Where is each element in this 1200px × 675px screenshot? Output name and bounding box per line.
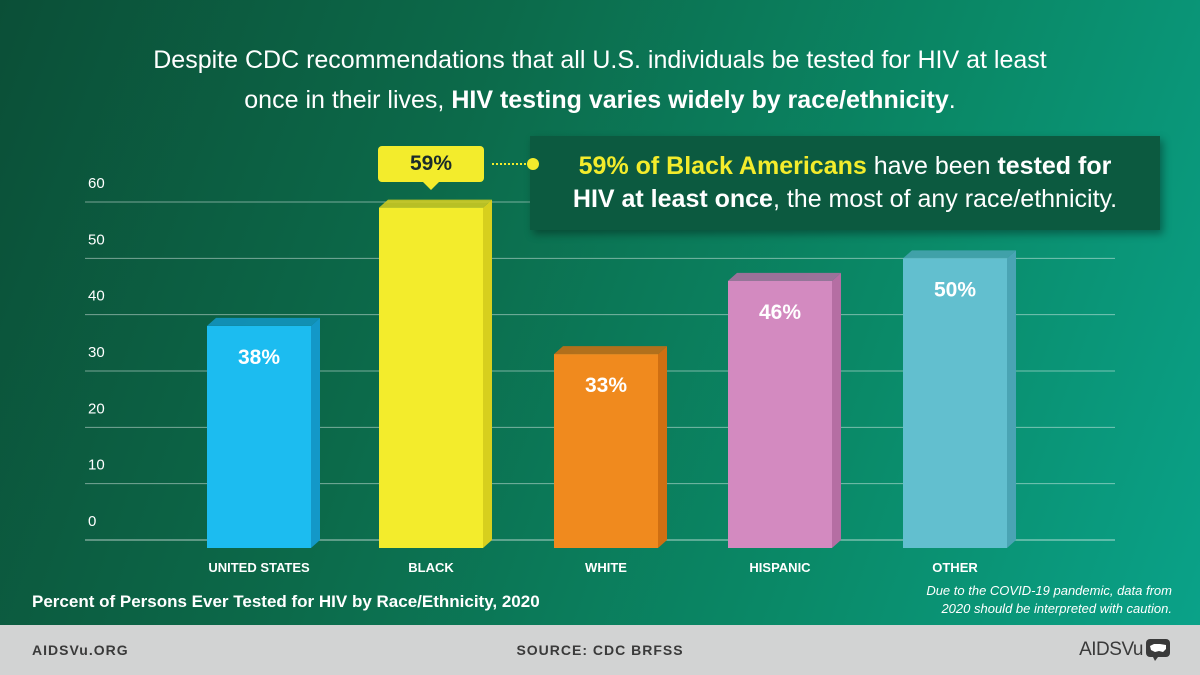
bar-value-label: 33% — [585, 374, 627, 397]
callout-bold-2: HIV at least once — [572, 185, 773, 213]
y-tick-label: 10 — [88, 457, 105, 474]
bar — [728, 280, 832, 548]
callout-line-2: HIV at least once, the most of any race/… — [530, 183, 1160, 216]
disclaimer-line-2: 2020 should be interpreted with caution. — [941, 601, 1172, 616]
x-axis-categories: UNITED STATES BLACK WHITE HISPANIC OTHER — [208, 560, 978, 575]
x-category-label: WHITE — [585, 560, 627, 575]
bar-value-label: 50% — [934, 278, 976, 301]
disclaimer-line-1: Due to the COVID-19 pandemic, data from — [926, 583, 1172, 598]
disclaimer: Due to the COVID-19 pandemic, data from … — [842, 582, 1172, 618]
bar-side — [832, 272, 841, 548]
callout-bold-1: tested for — [997, 152, 1112, 180]
callout-tag: 59% — [378, 146, 484, 190]
callout-connector-line — [492, 163, 530, 165]
callout-text-2: , the most of any race/ethnicity. — [772, 185, 1118, 213]
bar-side — [483, 199, 492, 548]
bar-side — [1007, 250, 1016, 549]
bar-top — [379, 199, 492, 208]
footer-source: SOURCE: CDC BRFSS — [516, 642, 684, 658]
bar — [207, 325, 311, 548]
x-category-label: BLACK — [408, 560, 454, 575]
bar-top — [728, 272, 841, 281]
y-tick-label: 50 — [88, 231, 105, 248]
bars — [207, 199, 1016, 549]
y-tick-label: 20 — [88, 400, 105, 417]
headline-line-2-suffix: . — [948, 86, 956, 114]
y-tick-label: 40 — [88, 288, 105, 305]
y-axis-ticks: 0 10 20 30 40 50 60 — [88, 175, 105, 530]
callout-tag-pointer — [423, 182, 439, 190]
y-tick-label: 30 — [88, 344, 105, 361]
x-category-label: OTHER — [932, 560, 978, 575]
headline-line-1: Despite CDC recommendations that all U.S… — [153, 46, 1047, 74]
callout-dot — [527, 158, 539, 170]
bar — [379, 207, 483, 548]
bar-side — [311, 317, 320, 548]
headline-line-2: once in their lives, HIV testing varies … — [0, 80, 1200, 120]
bar-value-label: 38% — [238, 346, 280, 369]
headline: Despite CDC recommendations that all U.S… — [0, 40, 1200, 120]
bar-value-label: 46% — [759, 301, 801, 324]
bar-top — [207, 317, 320, 326]
bar-top — [903, 250, 1016, 259]
y-tick-label: 0 — [88, 513, 96, 530]
y-tick-label: 60 — [88, 175, 105, 192]
callout-text-1: have been — [866, 152, 998, 180]
callout-tag-label: 59% — [409, 152, 453, 175]
bar-side — [658, 346, 667, 548]
x-category-label: UNITED STATES — [208, 560, 310, 575]
headline-line-2-prefix: once in their lives, — [244, 86, 452, 114]
x-category-label: HISPANIC — [749, 560, 811, 575]
bar — [903, 258, 1007, 548]
footer: AIDSVu.ORG SOURCE: CDC BRFSS AIDSVu — [0, 625, 1200, 675]
bar-top — [554, 346, 667, 355]
chart-title: Percent of Persons Ever Tested for HIV b… — [32, 592, 540, 611]
callout-highlight: 59% of Black Americans — [578, 152, 867, 180]
callout-line-1: 59% of Black Americans have been tested … — [530, 150, 1160, 183]
footer-website-link[interactable]: AIDSVu.ORG — [32, 642, 129, 658]
logo-text: AIDSVu — [1079, 639, 1143, 660]
us-map-icon — [1146, 639, 1170, 661]
callout-box: 59% of Black Americans have been tested … — [530, 136, 1160, 230]
aidsvu-logo[interactable]: AIDSVu — [1079, 637, 1170, 663]
bar — [554, 354, 658, 548]
headline-line-2-bold: HIV testing varies widely by race/ethnic… — [451, 86, 949, 114]
bar-value-labels: 38% 33% 46% 50% — [238, 278, 976, 397]
